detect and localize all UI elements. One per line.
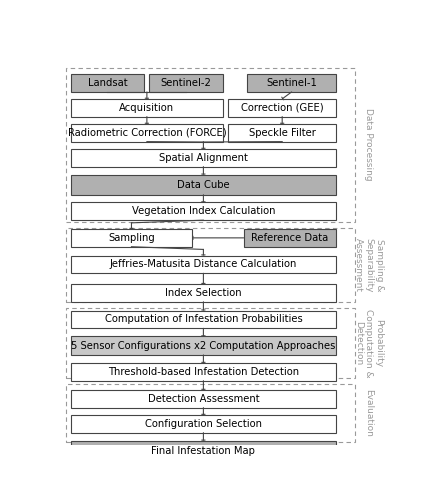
Text: Sampling: Sampling (108, 233, 155, 243)
Text: Detection Assessment: Detection Assessment (148, 394, 259, 404)
Text: Threshold-based Infestation Detection: Threshold-based Infestation Detection (108, 367, 299, 377)
Bar (71, 124, 223, 142)
Bar (247, 74, 336, 92)
Text: Reference Data: Reference Data (251, 233, 328, 243)
Bar (228, 99, 336, 116)
Text: Landsat: Landsat (88, 78, 127, 88)
Bar (71, 99, 223, 116)
Bar (71, 390, 336, 407)
Text: Sampling &
Separability
Assessment: Sampling & Separability Assessment (354, 238, 384, 292)
Bar (65, 308, 355, 378)
Bar (71, 336, 336, 355)
Text: Data Processing: Data Processing (364, 108, 373, 181)
Text: Vegetation Index Calculation: Vegetation Index Calculation (132, 206, 275, 216)
Bar (244, 229, 336, 246)
Bar (71, 174, 336, 195)
Bar (65, 228, 355, 302)
Text: Probability
Computation &
Detection: Probability Computation & Detection (354, 308, 384, 378)
Bar (71, 284, 336, 302)
Text: Index Selection: Index Selection (165, 288, 242, 298)
Text: Sentinel-2: Sentinel-2 (161, 78, 212, 88)
Bar (71, 229, 192, 246)
Bar (149, 74, 223, 92)
Bar (71, 149, 336, 166)
Text: Data Cube: Data Cube (177, 180, 230, 190)
Text: Radiometric Correction (FORCE): Radiometric Correction (FORCE) (68, 128, 226, 138)
Bar (228, 124, 336, 142)
Text: Evaluation: Evaluation (364, 389, 373, 437)
Text: Acquisition: Acquisition (119, 102, 175, 113)
Text: Sentinel-1: Sentinel-1 (266, 78, 317, 88)
Bar (71, 415, 336, 432)
Bar (71, 310, 336, 328)
Text: Final Infestation Map: Final Infestation Map (152, 446, 255, 456)
Text: Speckle Filter: Speckle Filter (249, 128, 316, 138)
Text: Configuration Selection: Configuration Selection (145, 419, 262, 429)
Text: Jeffries-Matusita Distance Calculation: Jeffries-Matusita Distance Calculation (110, 260, 297, 270)
Bar (71, 441, 336, 461)
Text: Correction (GEE): Correction (GEE) (241, 102, 324, 113)
Text: Spatial Alignment: Spatial Alignment (159, 153, 248, 163)
Bar (71, 202, 336, 220)
Bar (71, 363, 336, 380)
Text: Computation of Infestation Probabilities: Computation of Infestation Probabilities (104, 314, 302, 324)
Bar (65, 68, 355, 222)
Bar (71, 74, 144, 92)
Bar (71, 256, 336, 274)
Bar (65, 384, 355, 442)
Text: 5 Sensor Configurations x2 Computation Approaches: 5 Sensor Configurations x2 Computation A… (71, 340, 335, 350)
